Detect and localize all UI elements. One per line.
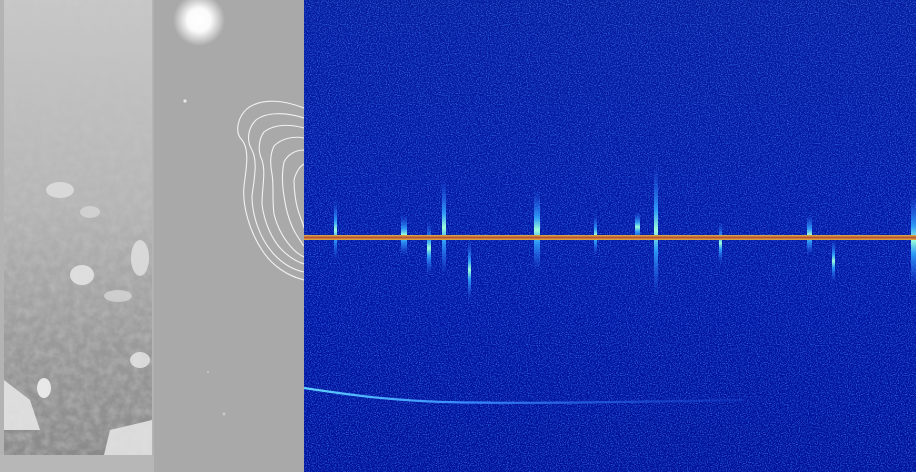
spectrogram-burst bbox=[654, 165, 658, 295]
spectrogram-panel bbox=[304, 0, 916, 472]
contour-lines bbox=[237, 100, 304, 281]
spectrogram-burst bbox=[427, 222, 431, 274]
spectrogram-burst bbox=[832, 240, 835, 282]
contour-overlay-panel bbox=[154, 0, 304, 472]
spectrogram-burst bbox=[442, 180, 446, 275]
grayscale-photo bbox=[0, 0, 154, 472]
grayscale-photo-panel bbox=[0, 0, 154, 472]
spectrogram bbox=[304, 0, 916, 472]
bright-spot bbox=[173, 0, 225, 46]
spectrogram-burst bbox=[468, 240, 471, 300]
spectrogram-burst bbox=[635, 212, 640, 242]
spectrogram-burst bbox=[534, 190, 540, 270]
contour-overlay bbox=[154, 0, 304, 472]
spectral-sweep bbox=[304, 386, 745, 404]
marker-line-core bbox=[304, 236, 916, 239]
spectrogram-burst bbox=[334, 200, 337, 260]
spectrogram-burst bbox=[719, 222, 722, 264]
